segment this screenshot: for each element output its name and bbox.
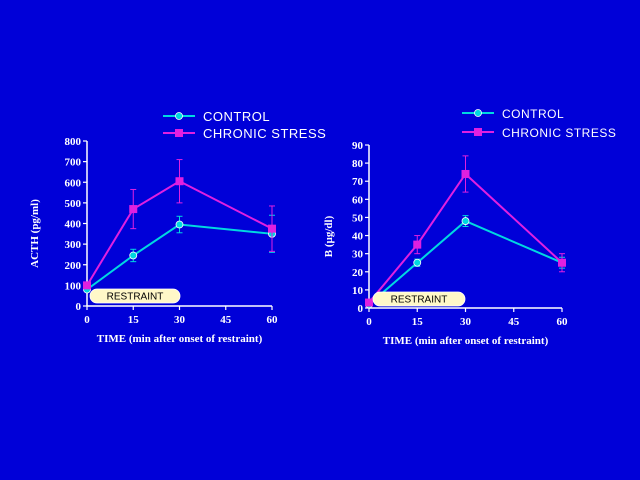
- legend-marker: [175, 129, 183, 137]
- data-point: [365, 298, 373, 307]
- restraint-pill: [372, 291, 466, 307]
- y-tick-label: 200: [65, 260, 82, 272]
- data-point: [268, 224, 276, 233]
- x-tick-label: 30: [460, 316, 472, 328]
- series-line: [368, 172, 563, 304]
- x-axis-title: TIME (min after onset of restraint): [383, 335, 549, 347]
- y-axis-title: ACTH (pg/ml): [29, 199, 41, 268]
- y-tick-label: 60: [352, 194, 364, 206]
- legend-label: CONTROL: [203, 109, 270, 124]
- restraint-indicator: RESTRAINT: [372, 291, 466, 307]
- y-tick-label: 600: [65, 177, 82, 189]
- y-tick-label: 40: [352, 231, 364, 243]
- y-tick-label: 500: [65, 198, 82, 210]
- legend-label: CHRONIC STRESS: [502, 126, 616, 140]
- y-tick-label: 0: [76, 301, 82, 313]
- corticosterone-chart: 0 10 20 30 40 50 60 70 80 90 0 15 30 45 60 TIME (min af…: [323, 107, 616, 347]
- y-tick-label: 800: [65, 136, 82, 148]
- x-tick-label: 60: [557, 316, 569, 328]
- data-point: [461, 217, 470, 225]
- data-point: [413, 240, 422, 249]
- restraint-pill: [89, 288, 181, 304]
- y-tick-label: 100: [65, 280, 82, 292]
- data-point: [129, 205, 138, 214]
- y-tick-label: 90: [352, 140, 364, 152]
- y-tick-label: 0: [358, 303, 364, 315]
- x-tick-label: 0: [84, 314, 90, 326]
- x-tick-label: 15: [412, 316, 424, 328]
- y-tick-label: 700: [65, 157, 82, 169]
- y-tick-label: 400: [65, 219, 82, 231]
- series-line: [86, 180, 273, 286]
- data-point: [461, 169, 470, 178]
- x-tick-label: 60: [267, 314, 279, 326]
- data-point: [413, 258, 422, 267]
- data-point: [175, 220, 184, 229]
- x-axis-title: TIME (min after onset of restraint): [97, 333, 263, 345]
- series-line: [368, 219, 563, 306]
- y-tick-label: 10: [352, 285, 364, 297]
- restraint-label: RESTRAINT: [107, 292, 164, 303]
- legend-label: CONTROL: [502, 107, 564, 121]
- y-tick-label: 300: [65, 239, 82, 251]
- x-tick-label: 15: [128, 314, 140, 326]
- y-axis-title: B (µg/dl): [323, 215, 335, 257]
- data-point: [129, 251, 138, 260]
- y-tick-label: 70: [352, 176, 364, 188]
- legend-marker: [175, 112, 183, 120]
- x-tick-label: 30: [174, 314, 186, 326]
- y-tick-label: 30: [352, 249, 364, 261]
- legend-marker: [474, 128, 482, 136]
- legend-marker: [474, 109, 482, 117]
- series-control: [83, 214, 276, 294]
- restraint-indicator: RESTRAINT: [89, 288, 181, 304]
- data-point: [558, 258, 566, 267]
- x-tick-label: 45: [508, 316, 520, 328]
- series-chronic-stress: [365, 155, 566, 307]
- legend: CONTROL CHRONIC STRESS: [462, 107, 616, 140]
- data-point: [83, 281, 91, 290]
- acth-chart: 0 100 200 300 400 500 600 700 800 0 15 30 45 60 TIME (…: [29, 109, 326, 345]
- data-point: [175, 177, 184, 186]
- y-tick-label: 20: [352, 267, 364, 279]
- x-tick-label: 0: [366, 316, 372, 328]
- series-line: [86, 223, 273, 291]
- series-chronic-stress: [83, 159, 276, 290]
- x-tick-label: 45: [220, 314, 232, 326]
- restraint-label: RESTRAINT: [391, 295, 448, 306]
- legend: CONTROL CHRONIC STRESS: [163, 109, 326, 141]
- legend-label: CHRONIC STRESS: [203, 126, 326, 141]
- y-tick-label: 80: [352, 158, 364, 170]
- y-tick-label: 50: [352, 212, 364, 224]
